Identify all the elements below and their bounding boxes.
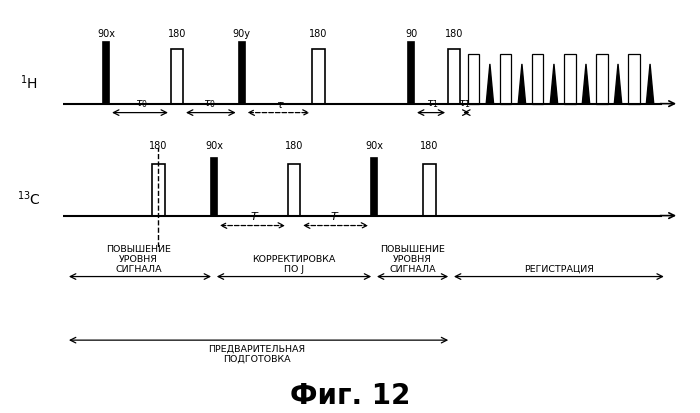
Text: 180: 180 [285,141,303,151]
Text: $\tau_0$: $\tau_0$ [135,97,148,109]
Text: ПОВЫШЕНИЕ
УРОВНЯ
СИГНАЛА: ПОВЫШЕНИЕ УРОВНЯ СИГНАЛА [380,244,445,273]
Bar [408,43,414,104]
Text: 180: 180 [445,29,463,39]
Bar [211,159,217,216]
Text: ПРЕДВАРИТЕЛЬНАЯ
ПОДГОТОВКА: ПРЕДВАРИТЕЛЬНАЯ ПОДГОТОВКА [209,344,306,363]
Polygon shape [582,65,589,104]
Text: ПОВЫШЕНИЕ
УРОВНЯ
СИГНАЛА: ПОВЫШЕНИЕ УРОВНЯ СИГНАЛА [106,244,171,273]
Text: 90: 90 [405,29,417,39]
Text: 90x: 90x [205,141,223,151]
Bar [564,55,575,104]
Text: T: T [330,211,337,221]
Text: 90x: 90x [97,29,115,39]
Bar [371,159,377,216]
Text: 180: 180 [420,141,439,151]
Text: КОРРЕКТИРОВКА
ПО J: КОРРЕКТИРОВКА ПО J [252,254,336,273]
Bar [424,164,435,216]
Text: 180: 180 [168,29,186,39]
Bar [500,55,512,104]
Bar [153,164,164,216]
Bar [312,50,325,104]
Bar [448,50,461,104]
Polygon shape [550,65,558,104]
Polygon shape [615,65,622,104]
Text: T: T [251,211,258,221]
Bar [468,55,480,104]
Text: $\tau_1$: $\tau_1$ [458,97,470,109]
Text: 180: 180 [309,29,328,39]
Text: $\tau_0$: $\tau_0$ [203,97,216,109]
Text: $^{13}$C: $^{13}$C [18,189,41,207]
Bar [171,50,183,104]
Text: 90y: 90y [232,29,251,39]
Text: Фиг. 12: Фиг. 12 [290,381,410,409]
Bar [596,55,608,104]
Polygon shape [486,65,493,104]
Text: $^{1}$H: $^{1}$H [20,74,38,92]
Bar [533,55,543,104]
Text: РЕГИСТРАЦИЯ: РЕГИСТРАЦИЯ [524,264,594,273]
Bar [239,43,245,104]
Bar [288,164,300,216]
Bar [103,43,109,104]
Bar [629,55,640,104]
Text: $\tau$: $\tau$ [276,100,284,109]
Polygon shape [646,65,654,104]
Text: 90x: 90x [365,141,383,151]
Text: 180: 180 [149,141,168,151]
Polygon shape [518,65,526,104]
Text: $\tau_1$: $\tau_1$ [426,97,439,109]
